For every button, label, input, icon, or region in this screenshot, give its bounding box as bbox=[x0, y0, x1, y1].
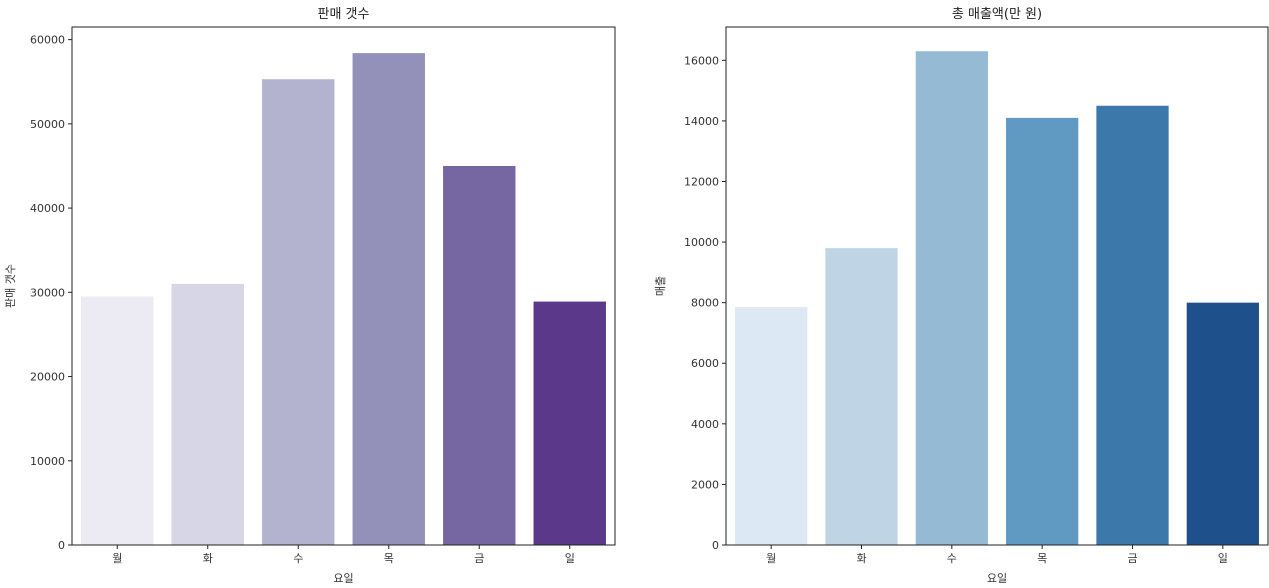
chart2-bar-5 bbox=[1186, 302, 1259, 545]
chart1-ytick-label-6: 60000 bbox=[30, 34, 65, 47]
chart2-xtick-label-1: 화 bbox=[856, 552, 866, 565]
chart1-plot-frame bbox=[71, 26, 616, 546]
chart1-bar-5 bbox=[533, 301, 606, 545]
chart1-bar-3 bbox=[352, 53, 425, 546]
chart1-xtick-label-5: 일 bbox=[565, 551, 575, 565]
chart2-ytick-label-5: 10000 bbox=[684, 236, 719, 249]
chart2-xtick-label-5: 일 bbox=[1218, 551, 1228, 565]
chart1-ytick-label-1: 10000 bbox=[30, 455, 65, 468]
chart1-xtick-label-4: 금 bbox=[474, 552, 484, 565]
chart2-xtick-label-2: 수 bbox=[947, 552, 957, 565]
chart2-bar-4 bbox=[1096, 105, 1169, 545]
chart2-ytick-label-8: 16000 bbox=[684, 54, 719, 67]
chart2-ytick-label-0: 0 bbox=[712, 539, 719, 552]
chart1-bar-4 bbox=[443, 165, 516, 546]
chart2-xtick-label-3: 목 bbox=[1037, 552, 1047, 565]
chart2-title: 총 매출액(만 원) bbox=[952, 7, 1042, 22]
chart2-ytick-label-4: 8000 bbox=[691, 297, 719, 310]
chart2-plot-frame bbox=[725, 26, 1269, 546]
chart2-xlabel: 요일 bbox=[987, 571, 1007, 585]
chart2-bar-2 bbox=[915, 51, 988, 545]
chart1-title: 판매 갯수 bbox=[318, 7, 370, 22]
chart1-ytick-label-0: 0 bbox=[58, 539, 65, 552]
chart1-xlabel: 요일 bbox=[333, 571, 353, 585]
chart2-bar-3 bbox=[1006, 117, 1079, 545]
chart2-ytick-label-2: 4000 bbox=[691, 418, 719, 431]
chart2-xtick-label-0: 월 bbox=[766, 552, 776, 565]
chart2-xtick-label-4: 금 bbox=[1127, 552, 1137, 565]
chart1-xtick-label-3: 목 bbox=[384, 552, 394, 565]
chart1-bar-0 bbox=[81, 296, 154, 545]
chart1-ytick-label-4: 40000 bbox=[30, 202, 65, 215]
chart1-xtick-label-2: 수 bbox=[293, 552, 303, 565]
chart1-xtick-label-0: 월 bbox=[112, 552, 122, 565]
chart2-ylabel: 매출 bbox=[654, 276, 667, 296]
chart1-xtick-label-1: 화 bbox=[203, 552, 213, 565]
chart1-ylabel: 판매 갯수 bbox=[4, 264, 17, 308]
chart1-bar-1 bbox=[171, 283, 244, 545]
chart2-ytick-label-1: 2000 bbox=[691, 478, 719, 491]
chart1-bar-2 bbox=[262, 79, 335, 545]
chart2-bar-1 bbox=[825, 248, 898, 545]
chart2-ytick-label-7: 14000 bbox=[684, 115, 719, 128]
chart2-ytick-label-3: 6000 bbox=[691, 357, 719, 370]
chart1-ytick-label-3: 30000 bbox=[30, 286, 65, 299]
chart2-bar-0 bbox=[735, 307, 808, 545]
chart1-ytick-label-5: 50000 bbox=[30, 118, 65, 131]
chart1-ytick-label-2: 20000 bbox=[30, 371, 65, 384]
chart2-ytick-label-6: 12000 bbox=[684, 175, 719, 188]
